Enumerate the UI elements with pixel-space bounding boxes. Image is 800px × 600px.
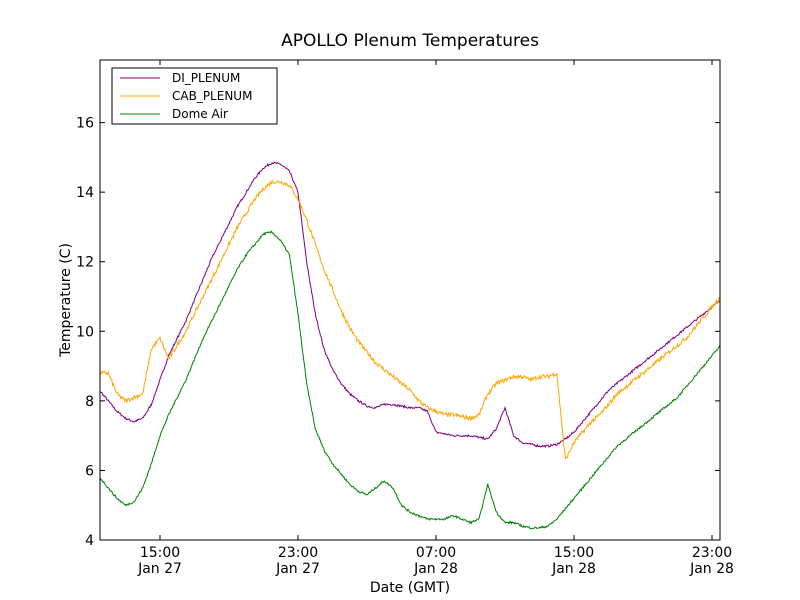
x-tick-label-date: Jan 28 <box>551 561 596 577</box>
x-tick-label-time: 07:00 <box>416 545 456 561</box>
y-tick-label: 6 <box>85 463 94 479</box>
y-tick-label: 16 <box>76 116 94 132</box>
legend-label: CAB_PLENUM <box>172 89 252 103</box>
series-line-dome-air <box>100 230 720 530</box>
chart-title: APOLLO Plenum Temperatures <box>281 31 539 51</box>
x-tick-label-time: 23:00 <box>278 545 318 561</box>
axes-frame <box>99 59 721 541</box>
x-tick-label-date: Jan 28 <box>689 561 734 577</box>
series-line-cab-plenum <box>100 178 720 460</box>
x-tick-label-date: Jan 28 <box>413 561 458 577</box>
series-line-di-plenum <box>100 161 720 449</box>
x-tick-label-time: 15:00 <box>140 545 180 561</box>
x-tick-label-time: 15:00 <box>554 545 594 561</box>
legend-label: Dome Air <box>172 107 228 121</box>
y-axis-label: Temperature (C) <box>58 243 74 358</box>
y-tick-label: 4 <box>85 533 94 549</box>
legend-label: DI_PLENUM <box>172 71 240 85</box>
x-tick-label-date: Jan 27 <box>275 561 320 577</box>
y-tick-label: 12 <box>76 255 94 271</box>
y-tick-label: 8 <box>85 394 94 410</box>
y-tick-label: 10 <box>76 324 94 340</box>
x-tick-label-date: Jan 27 <box>137 561 182 577</box>
y-tick-label: 14 <box>76 185 94 201</box>
x-tick-label-time: 23:00 <box>692 545 732 561</box>
x-axis-label: Date (GMT) <box>370 580 450 596</box>
